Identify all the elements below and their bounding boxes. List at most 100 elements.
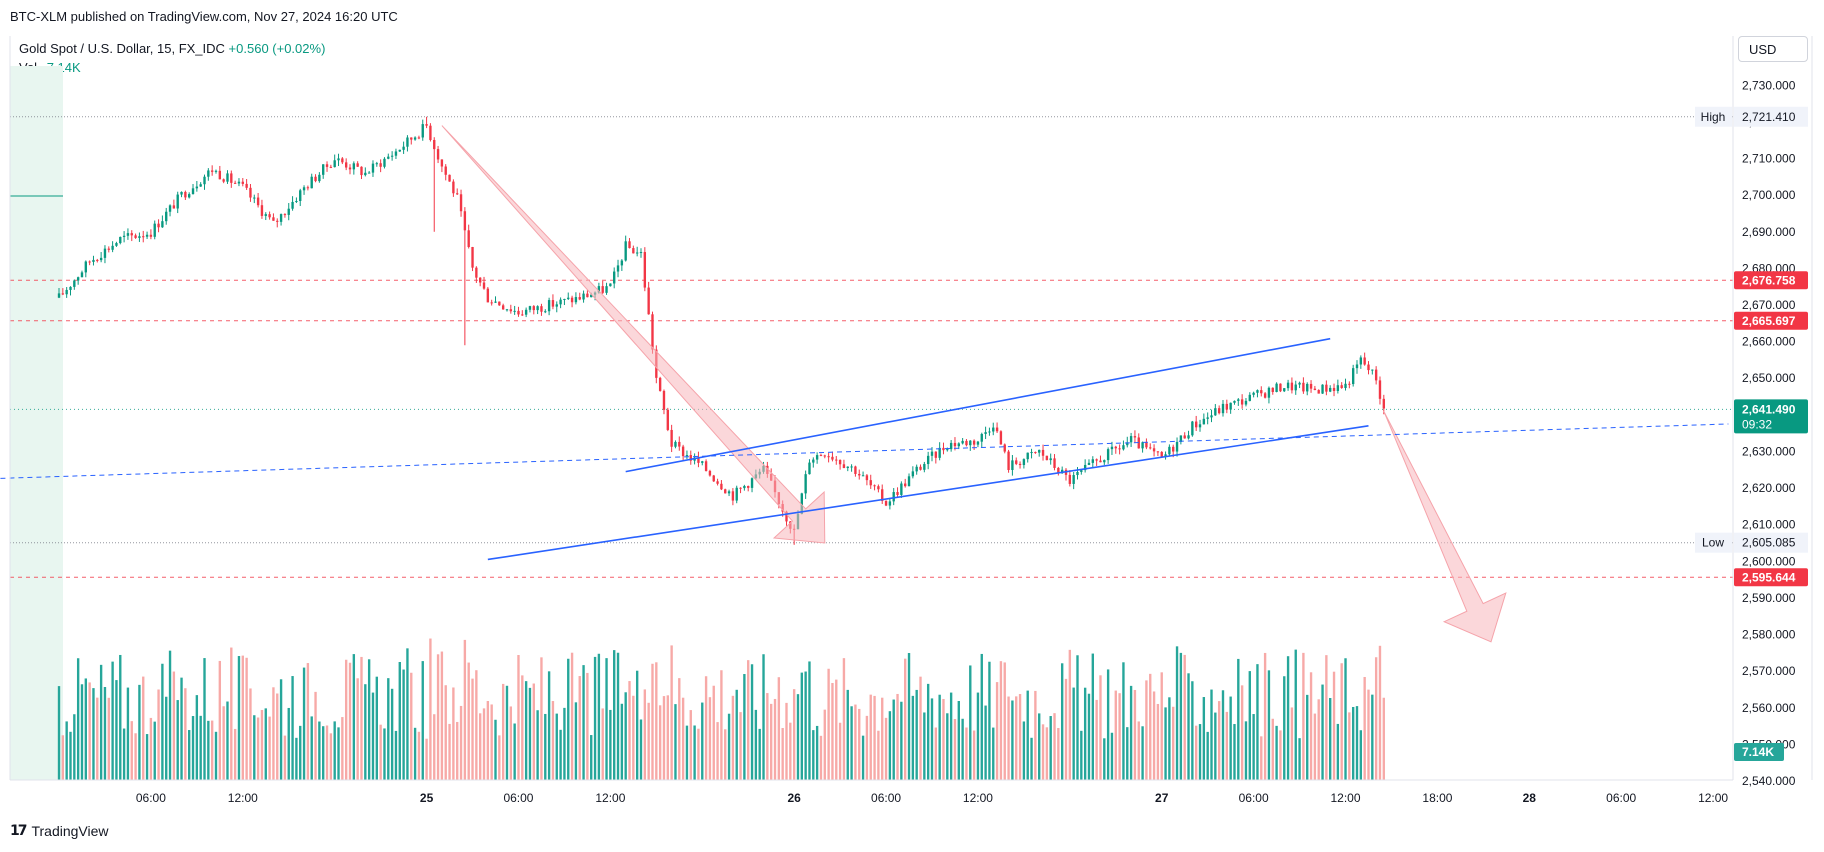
candle-body xyxy=(471,246,474,268)
volume-bar xyxy=(536,710,539,780)
volume-bar xyxy=(861,735,865,780)
candle-body xyxy=(835,459,838,461)
candle-body xyxy=(1371,369,1374,371)
candle-body xyxy=(678,441,681,447)
volume-bar xyxy=(122,728,126,780)
volume-bar xyxy=(658,705,662,780)
candle-body xyxy=(957,443,960,447)
volume-bar xyxy=(578,676,581,780)
candle-body xyxy=(1129,436,1133,443)
price-change: +0.560 (+0.02%) xyxy=(228,41,326,56)
footer-brand[interactable]: 17 TradingView xyxy=(10,823,109,839)
volume-bar xyxy=(1325,655,1328,780)
volume-bar xyxy=(306,663,310,780)
candle-body xyxy=(1053,458,1056,468)
volume-bar xyxy=(754,709,758,780)
volume-bar xyxy=(1126,727,1129,780)
candle-body xyxy=(647,287,650,315)
volume-bar xyxy=(1221,690,1225,780)
volume-bar xyxy=(318,721,321,780)
trend-arrow xyxy=(441,125,826,544)
candle-body xyxy=(1133,436,1137,438)
candle-body xyxy=(1340,385,1343,388)
candle-body xyxy=(1076,471,1079,476)
candle-body xyxy=(157,223,160,228)
volume-bar xyxy=(651,663,654,780)
volume-bar xyxy=(1233,724,1236,780)
volume-bar xyxy=(953,719,957,780)
candle-body xyxy=(195,186,199,189)
volume-bar xyxy=(149,717,153,780)
x-tick-label: 25 xyxy=(420,791,434,805)
candle-body xyxy=(448,174,451,182)
volume-bar xyxy=(157,689,160,780)
volume-bar xyxy=(540,657,543,780)
volume-label[interactable]: Vol xyxy=(19,60,38,75)
volume-bar xyxy=(1106,669,1110,780)
candle-body xyxy=(168,205,172,212)
candle-body xyxy=(142,236,145,238)
candle-body xyxy=(1045,455,1049,461)
candle-body xyxy=(1283,388,1286,392)
candle-body xyxy=(165,211,168,222)
candle-body xyxy=(547,300,551,312)
volume-bar xyxy=(76,658,80,780)
candle-body xyxy=(777,492,781,505)
candle-body xyxy=(1298,382,1301,385)
volume-bar xyxy=(796,694,800,780)
volume-bar xyxy=(295,737,298,780)
candle-body xyxy=(896,492,899,495)
candle-body xyxy=(1302,382,1305,392)
candle-body xyxy=(291,201,294,209)
volume-bar xyxy=(877,730,880,780)
volume-bar xyxy=(1172,706,1175,780)
candle-body xyxy=(1267,387,1271,398)
volume-bar xyxy=(563,707,566,780)
volume-bar xyxy=(1252,714,1255,780)
candle-body xyxy=(923,464,926,470)
volume-bar xyxy=(1064,678,1068,780)
volume-bar xyxy=(1374,657,1378,780)
y-tick-label: 2,610.000 xyxy=(1742,518,1796,532)
symbol-title[interactable]: Gold Spot / U.S. Dollar, 15, FX_IDC xyxy=(19,41,225,56)
candle-body xyxy=(180,191,183,195)
candle-body xyxy=(812,459,815,463)
volume-bar xyxy=(1133,689,1137,780)
candle-body xyxy=(509,309,513,312)
candle-body xyxy=(456,193,459,195)
candle-body xyxy=(1168,446,1171,455)
y-tick-label: 2,730.000 xyxy=(1742,78,1796,92)
candle-body xyxy=(1038,449,1041,453)
volume-bar xyxy=(704,676,708,780)
candle-body xyxy=(781,504,784,512)
volume-bar xyxy=(471,678,474,780)
volume-bar xyxy=(1022,721,1026,780)
y-tick-label: 2,650.000 xyxy=(1742,371,1796,385)
volume-bar xyxy=(1003,662,1006,780)
volume-bar xyxy=(80,684,84,780)
volume-bar xyxy=(946,713,949,780)
candle-body xyxy=(1083,464,1087,471)
volume-bar xyxy=(436,654,440,780)
volume-bar xyxy=(1271,718,1274,780)
volume-last-label: 7.14K xyxy=(1734,743,1784,761)
candle-body xyxy=(992,427,995,432)
y-tick-label: 2,690.000 xyxy=(1742,225,1796,239)
volume-bar xyxy=(176,700,179,780)
volume-bar xyxy=(1210,689,1213,780)
candle-body xyxy=(1152,448,1156,452)
volume-bar xyxy=(463,639,467,780)
candle-body xyxy=(567,297,570,299)
candle-body xyxy=(1015,460,1018,464)
candle-body xyxy=(310,176,313,189)
price-tag-bg xyxy=(1695,106,1732,127)
volume-bar xyxy=(1248,671,1251,780)
currency-selector[interactable]: USD xyxy=(1738,36,1808,62)
volume-bar xyxy=(1057,727,1060,780)
x-tick-label: 18:00 xyxy=(1422,791,1452,805)
x-tick-label: 06:00 xyxy=(871,791,901,805)
candle-body xyxy=(854,466,857,474)
candle-body xyxy=(103,248,107,258)
candle-body xyxy=(1325,384,1328,392)
